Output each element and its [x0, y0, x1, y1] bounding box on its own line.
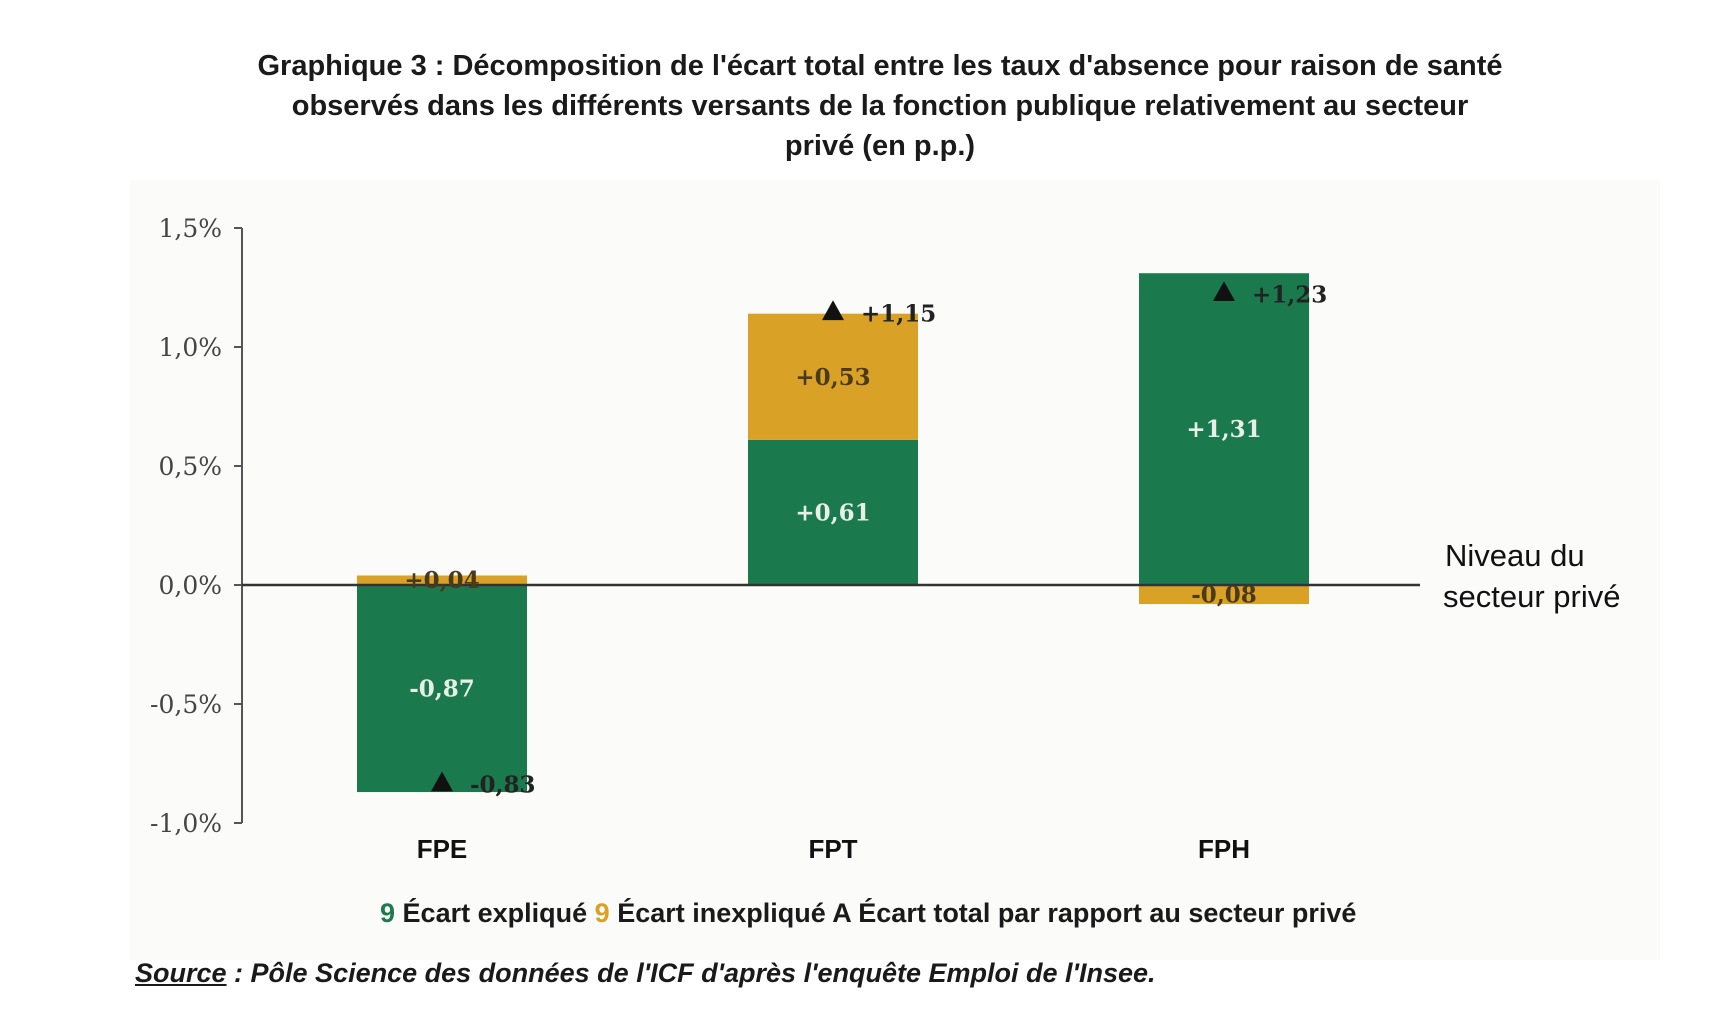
label-explained-FPH: +1,31	[1186, 416, 1261, 443]
source-text: : Pôle Science des données de l'ICF d'ap…	[226, 958, 1156, 988]
chart-legend: 9 Écart expliqué 9 Écart inexpliqué A Éc…	[380, 898, 1356, 929]
total-marker-FPE	[431, 771, 453, 792]
y-tick-label: 0,0%	[158, 571, 222, 600]
x-tick-label: FPH	[1198, 834, 1250, 864]
label-unexplained-FPE: +0,04	[404, 567, 479, 594]
bar-explained-FPE	[357, 585, 527, 793]
bar-explained-FPT	[748, 439, 918, 585]
label-explained-FPT: +0,61	[795, 499, 870, 526]
legend-unexplained-symbol: 9	[594, 898, 610, 928]
label-unexplained-FPT: +0,53	[795, 364, 870, 391]
total-marker-FPT	[822, 300, 844, 321]
y-tick-label: 1,5%	[158, 214, 222, 243]
title-line-1: Graphique 3 : Décomposition de l'écart t…	[257, 50, 1503, 82]
total-label-FPH: +1,23	[1252, 281, 1327, 308]
total-label-FPT: +1,15	[861, 300, 936, 327]
legend-explained-symbol: 9	[380, 898, 396, 928]
bar-unexplained-FPH	[1139, 585, 1309, 605]
title-line-2: observés dans les différents versants de…	[291, 90, 1469, 122]
bar-unexplained-FPE	[357, 575, 527, 585]
source-note: Source : Pôle Science des données de l'I…	[135, 958, 1156, 989]
x-tick-label: FPE	[417, 834, 468, 864]
chart-title: Graphique 3 : Décomposition de l'écart t…	[180, 46, 1580, 166]
reference-label-line-2: secteur privé	[1443, 579, 1620, 614]
bar-unexplained-FPT	[748, 313, 918, 440]
x-tick-label: FPT	[808, 834, 857, 864]
label-explained-FPE: -0,87	[409, 676, 475, 703]
source-label: Source	[135, 958, 227, 988]
legend-unexplained-label: Écart inexpliqué	[617, 898, 826, 928]
y-tick-label: -1,0%	[150, 809, 222, 838]
title-line-3: privé (en p.p.)	[784, 130, 976, 162]
legend-total-label: Écart total par rapport au secteur privé	[858, 898, 1357, 928]
legend-explained-label: Écart expliqué	[402, 898, 588, 928]
total-marker-FPH	[1213, 281, 1235, 302]
total-label-FPE: -0,83	[470, 772, 536, 799]
reference-label-line-1: Niveau du	[1445, 538, 1585, 573]
label-unexplained-FPH: -0,08	[1191, 582, 1257, 609]
y-tick-label: -0,5%	[150, 690, 222, 719]
y-tick-label: 1,0%	[158, 333, 222, 362]
y-tick-label: 0,5%	[158, 452, 222, 481]
bar-explained-FPH	[1139, 273, 1309, 585]
legend-total-symbol: A	[832, 898, 851, 928]
